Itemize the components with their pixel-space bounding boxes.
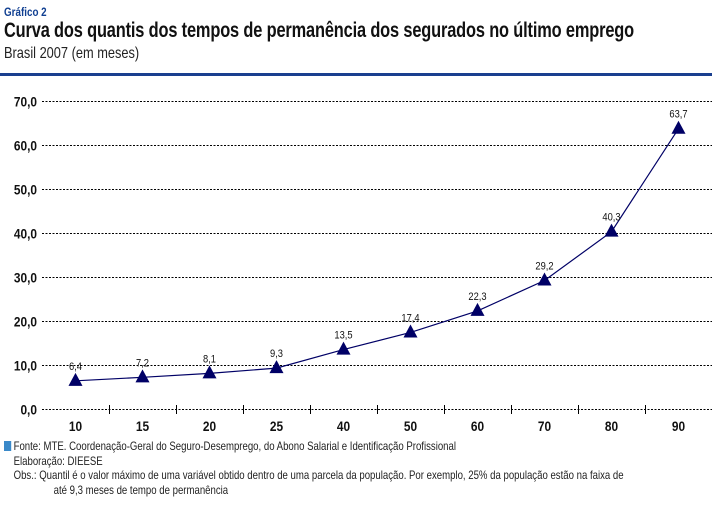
data-point-marker xyxy=(68,372,83,386)
data-point-marker xyxy=(470,302,485,316)
y-tick-label: 30,0 xyxy=(14,270,37,286)
source-note: Fonte: MTE. Coordenação-Geral do Seguro-… xyxy=(4,439,708,454)
chart-notes: Fonte: MTE. Coordenação-Geral do Seguro-… xyxy=(4,439,708,497)
series-line xyxy=(75,128,680,382)
data-point-marker xyxy=(135,369,150,383)
data-point-marker xyxy=(403,324,418,338)
y-tick-label: 20,0 xyxy=(14,314,37,330)
data-label: 13,5 xyxy=(334,330,352,342)
x-tick-label: 60 xyxy=(471,418,484,434)
x-tick-label: 50 xyxy=(404,418,417,434)
y-tick-label: 50,0 xyxy=(14,182,37,198)
data-point-marker xyxy=(336,341,351,355)
x-axis-ticks: 10 15 20 25 40 50 60 70 80 90 xyxy=(69,405,685,434)
y-axis-ticks: 0,0 10,0 20,0 30,0 40,0 50,0 60,0 70,0 xyxy=(14,94,37,418)
data-label: 9,3 xyxy=(270,348,283,360)
chart-label: Gráfico 2 xyxy=(4,5,47,19)
series-line-path xyxy=(75,128,680,382)
elaboration-note: Elaboração: DIEESE xyxy=(13,453,103,468)
data-label: 40,3 xyxy=(602,212,620,224)
data-label: 22,3 xyxy=(468,291,486,303)
data-label: 8,1 xyxy=(203,354,216,366)
data-point-marker xyxy=(604,223,619,237)
line-chart: 0,0 10,0 20,0 30,0 40,0 50,0 60,0 70,0 10 15 20 25… xyxy=(14,94,712,434)
x-tick-label: 70 xyxy=(538,418,551,434)
data-point-marker xyxy=(671,120,686,134)
obs-note: Obs.: Quantil é o valor máximo de uma va… xyxy=(13,468,624,482)
obs-note-continued: até 9,3 meses de tempo de permanência xyxy=(53,482,229,497)
y-tick-label: 10,0 xyxy=(14,358,37,374)
y-tick-label: 0,0 xyxy=(20,402,37,418)
x-tick-label: 15 xyxy=(136,418,149,434)
title-rule xyxy=(0,73,712,76)
x-tick-label: 20 xyxy=(203,418,216,434)
data-point-marker xyxy=(269,360,284,374)
data-point-marker xyxy=(537,272,552,286)
data-label: 29,2 xyxy=(535,261,553,273)
data-point-marker xyxy=(202,365,217,379)
x-tick-label: 40 xyxy=(337,418,350,434)
gridlines xyxy=(42,101,712,410)
x-tick-label: 80 xyxy=(605,418,618,434)
x-tick-label: 25 xyxy=(270,418,283,434)
y-tick-label: 60,0 xyxy=(14,138,37,154)
x-tick-label: 10 xyxy=(69,418,82,434)
data-label: 7,2 xyxy=(136,358,149,370)
series-markers xyxy=(68,120,686,386)
y-tick-label: 70,0 xyxy=(14,94,37,110)
chart-subtitle: Brasil 2007 (em meses) xyxy=(4,45,140,62)
source-text: Fonte: MTE. Coordenação-Geral do Seguro-… xyxy=(13,439,456,453)
legend-square-icon xyxy=(4,441,12,451)
data-label: 63,7 xyxy=(669,109,687,121)
chart-title: Curva dos quantis dos tempos de permanên… xyxy=(4,19,634,42)
y-tick-label: 40,0 xyxy=(14,226,37,242)
data-label: 17,4 xyxy=(401,313,419,325)
data-labels: 6,4 7,2 8,1 9,3 13,5 17,4 22,3 29,2 40,3 63,7 xyxy=(69,109,688,373)
x-tick-label: 90 xyxy=(672,418,685,434)
data-label: 6,4 xyxy=(69,361,82,373)
